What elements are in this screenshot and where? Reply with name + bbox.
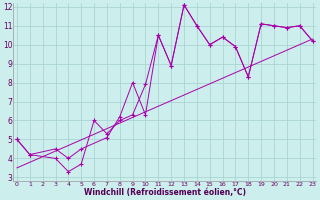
X-axis label: Windchill (Refroidissement éolien,°C): Windchill (Refroidissement éolien,°C)	[84, 188, 246, 197]
